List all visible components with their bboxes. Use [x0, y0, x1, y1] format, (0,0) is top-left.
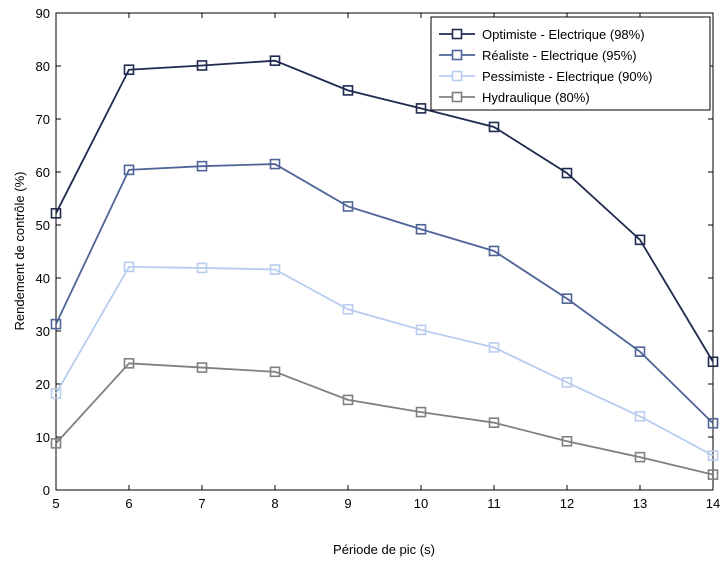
data-point: [488, 342, 500, 353]
data-point: [415, 324, 427, 336]
data-point: [634, 234, 646, 246]
data-point: [269, 264, 281, 275]
x-tick-label: 7: [198, 496, 205, 511]
legend-item-3: Pessimiste - Electrique (90%): [439, 69, 653, 84]
series-1: [50, 55, 719, 368]
legend-item-4: Hydraulique (80%): [439, 90, 590, 105]
data-point: [123, 358, 135, 369]
series-line: [55, 163, 714, 424]
data-point: [634, 411, 646, 422]
y-axis-label: Rendement de contrôle (%): [12, 172, 27, 331]
series-line: [55, 59, 714, 363]
y-tick-label: 40: [36, 271, 50, 286]
data-point: [415, 223, 427, 235]
x-axis-label: Période de pic (s): [333, 542, 435, 557]
data-point: [561, 293, 573, 304]
x-tick-label: 5: [52, 496, 59, 511]
legend-label: Optimiste - Electrique (98%): [482, 27, 645, 42]
legend-label: Réaliste - Electrique (95%): [482, 48, 637, 63]
data-point: [50, 388, 62, 399]
data-point: [123, 164, 135, 176]
legend-marker: [451, 91, 463, 103]
y-tick-label: 80: [36, 59, 50, 74]
legend-item-1: Optimiste - Electrique (98%): [439, 27, 645, 42]
data-point: [707, 469, 719, 480]
data-point: [123, 261, 135, 273]
data-point: [269, 366, 281, 378]
x-tick-label: 9: [344, 496, 351, 511]
legend-marker: [451, 28, 463, 40]
data-point: [488, 417, 500, 428]
data-point: [415, 406, 427, 418]
data-point: [488, 245, 500, 257]
data-point: [707, 450, 719, 461]
data-point: [196, 362, 208, 373]
data-point: [342, 85, 354, 96]
x-tick-label: 12: [560, 496, 574, 511]
data-point: [50, 208, 62, 219]
data-point: [488, 121, 500, 133]
data-point: [342, 303, 354, 315]
y-tick-label: 50: [36, 218, 50, 233]
y-tick-label: 90: [36, 6, 50, 21]
data-point: [123, 64, 135, 76]
data-point: [50, 318, 62, 330]
data-point: [634, 346, 646, 357]
data-point: [634, 451, 646, 463]
y-tick-label: 10: [36, 430, 50, 445]
x-tick-label: 11: [487, 496, 501, 511]
data-point: [415, 103, 427, 114]
data-point: [196, 262, 208, 274]
x-tick-label: 10: [414, 496, 428, 511]
data-point: [707, 417, 719, 429]
x-tick-label: 8: [271, 496, 278, 511]
legend-box: [430, 16, 711, 111]
data-point: [269, 55, 281, 67]
y-tick-label: 0: [43, 483, 50, 498]
legend-label: Pessimiste - Electrique (90%): [482, 69, 653, 84]
data-point: [342, 201, 354, 212]
series-line: [55, 265, 714, 457]
series-layer: [50, 55, 719, 480]
series-line: [55, 362, 714, 476]
series-4: [50, 358, 719, 480]
x-tick-label: 13: [633, 496, 647, 511]
legend-marker: [451, 49, 463, 61]
legend-label: Hydraulique (80%): [482, 90, 590, 105]
legend-item-2: Réaliste - Electrique (95%): [439, 48, 637, 63]
legend: Optimiste - Electrique (98%) Réaliste - E…: [430, 16, 711, 111]
data-point: [561, 377, 573, 388]
data-point: [196, 160, 208, 172]
data-point: [50, 438, 62, 449]
y-tick-label: 30: [36, 324, 50, 339]
series-2: [50, 158, 719, 429]
data-point: [269, 158, 281, 170]
y-tick-label: 60: [36, 165, 50, 180]
x-tick-label: 14: [706, 496, 720, 511]
x-tick-label: 6: [125, 496, 132, 511]
data-point: [342, 394, 354, 406]
axis-ticks: 5 6 7 8 9 10 11 12 13 14 0 10 20 30 40 50 60 70 80 90: [36, 6, 720, 511]
data-point: [707, 356, 719, 368]
data-point: [561, 435, 573, 447]
y-tick-label: 70: [36, 112, 50, 127]
legend-marker: [451, 70, 463, 82]
series-3: [50, 261, 719, 461]
y-tick-label: 20: [36, 377, 50, 392]
data-point: [561, 167, 573, 179]
data-point: [196, 60, 208, 71]
